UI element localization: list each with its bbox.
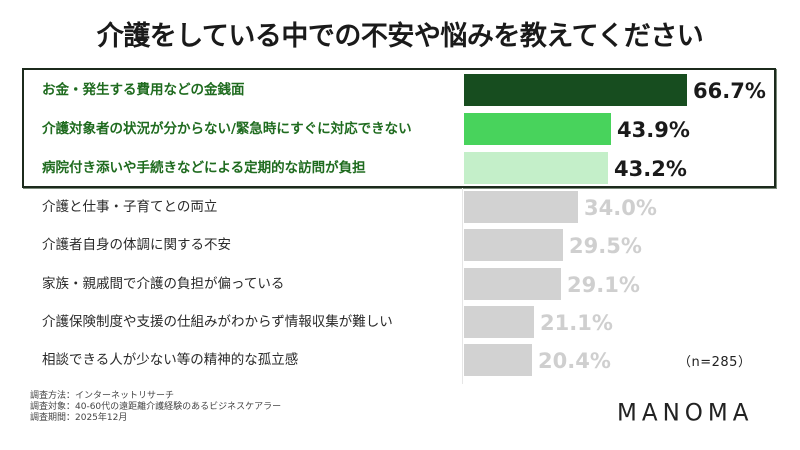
- footnote-target: 調査対象：40-60代の遠距離介護経験のあるビジネスケアラー: [30, 402, 282, 412]
- bar: [464, 306, 534, 338]
- bar-value: 43.2%: [614, 157, 687, 181]
- bar-row: 病院付き添いや手続きなどによる定期的な訪問が負担 43.2%: [0, 152, 800, 184]
- bar-label: 相談できる人が少ない等の精神的な孤立感: [42, 352, 299, 368]
- bar-value: 34.0%: [584, 196, 657, 220]
- bar-row: お金・発生する費用などの金銭面 66.7%: [0, 74, 800, 106]
- bar-row: 家族・親戚間で介護の負担が偏っている 29.1%: [0, 268, 800, 300]
- bar-value: 29.1%: [567, 273, 640, 297]
- bar: [464, 74, 687, 106]
- bar-label: 介護保険制度や支援の仕組みがわからず情報収集が難しい: [42, 314, 393, 330]
- axis-line: [462, 188, 463, 384]
- bar-value: 29.5%: [569, 234, 642, 258]
- bar: [464, 344, 532, 376]
- top3-highlight-box: [22, 68, 776, 188]
- bar-row: 相談できる人が少ない等の精神的な孤立感 20.4%: [0, 344, 800, 376]
- footnote-period: 調査期間：2025年12月: [30, 413, 128, 423]
- bar-label: お金・発生する費用などの金銭面: [42, 82, 245, 98]
- manoma-logo: MANOMA: [617, 399, 754, 427]
- bar-value: 21.1%: [540, 311, 613, 335]
- bar: [464, 268, 561, 300]
- bar: [464, 113, 611, 145]
- bar-value: 66.7%: [693, 79, 766, 103]
- bar-label: 介護と仕事・子育てとの両立: [42, 199, 218, 215]
- bar-label: 介護者自身の体調に関する不安: [42, 237, 231, 253]
- bar: [464, 152, 608, 184]
- bar-row: 介護と仕事・子育てとの両立 34.0%: [0, 191, 800, 223]
- bar-row: 介護対象者の状況が分からない/緊急時にすぐに対応できない 43.9%: [0, 113, 800, 145]
- chart-title: 介護をしている中での不安や悩みを教えてください: [96, 21, 704, 52]
- bar-row: 介護者自身の体調に関する不安 29.5%: [0, 229, 800, 261]
- footnote-method: 調査方法：インターネットリサーチ: [30, 391, 175, 401]
- sample-size-label: （n=285）: [678, 355, 752, 370]
- bar-label: 病院付き添いや手続きなどによる定期的な訪問が負担: [42, 160, 366, 176]
- bar: [464, 229, 563, 261]
- bar-label: 介護対象者の状況が分からない/緊急時にすぐに対応できない: [42, 121, 412, 137]
- bar-value: 20.4%: [538, 349, 611, 373]
- bar-value: 43.9%: [617, 118, 690, 142]
- survey-footnotes: 調査方法：インターネットリサーチ 調査対象：40-60代の遠距離介護経験のあるビ…: [30, 391, 281, 424]
- bar-row: 介護保険制度や支援の仕組みがわからず情報収集が難しい 21.1%: [0, 306, 800, 338]
- bar: [464, 191, 578, 223]
- bar-label: 家族・親戚間で介護の負担が偏っている: [42, 276, 285, 292]
